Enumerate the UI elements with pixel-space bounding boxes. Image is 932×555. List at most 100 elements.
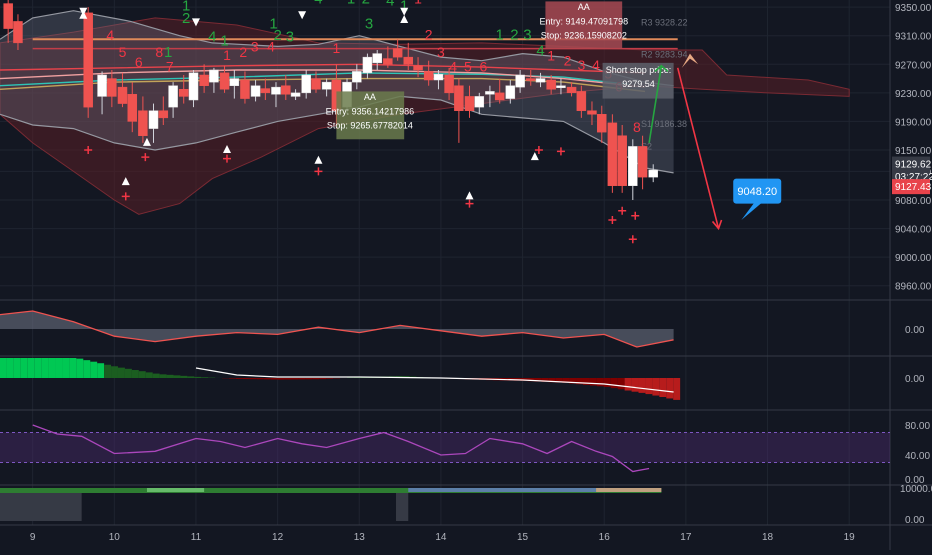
histogram-bar bbox=[69, 358, 76, 378]
rsi-axis-label: 40.00 bbox=[905, 451, 930, 462]
candle-body bbox=[628, 146, 637, 185]
td-sequential-red: 3 bbox=[577, 57, 585, 73]
histogram-bar bbox=[153, 374, 160, 378]
candle-body bbox=[383, 59, 392, 65]
candle-body bbox=[506, 86, 515, 99]
candle-body bbox=[597, 114, 606, 132]
histogram-bar bbox=[229, 378, 236, 379]
histogram-bar bbox=[312, 378, 319, 379]
td-sequential-green: 4 bbox=[314, 0, 322, 8]
volume-strip bbox=[147, 488, 204, 492]
candle-body bbox=[567, 87, 576, 93]
histogram-bar bbox=[666, 378, 673, 398]
price-axis-label: 9310.00 bbox=[895, 32, 932, 43]
td-sequential-green: 4 bbox=[536, 43, 544, 60]
candle-body bbox=[608, 123, 617, 186]
candle-body bbox=[414, 66, 423, 70]
price-axis-label: 9190.00 bbox=[895, 117, 932, 128]
histogram-bar bbox=[160, 374, 167, 378]
histogram-bar bbox=[111, 366, 118, 378]
histogram-bar bbox=[291, 378, 298, 379]
histogram-axis-label: 0.00 bbox=[905, 374, 925, 385]
histogram-bar bbox=[83, 360, 90, 378]
candle-body bbox=[149, 111, 158, 129]
histogram-bar bbox=[194, 377, 201, 378]
candle-body bbox=[169, 86, 178, 107]
candle-body bbox=[240, 80, 249, 99]
candle-body bbox=[220, 73, 229, 89]
candle-body bbox=[475, 96, 484, 107]
candle-body bbox=[189, 73, 198, 100]
histogram-bar bbox=[285, 378, 292, 380]
histogram-bar bbox=[319, 378, 326, 379]
annotation-title: AA bbox=[364, 92, 376, 102]
histogram-bar bbox=[604, 378, 611, 387]
price-callout-text: 9048.20 bbox=[737, 186, 777, 198]
histogram-bar bbox=[652, 378, 659, 396]
candle-body bbox=[311, 79, 320, 90]
price-axis-label: 9230.00 bbox=[895, 89, 932, 100]
volume-axis-label: 10000.00 bbox=[900, 484, 932, 495]
candle-body bbox=[393, 49, 402, 58]
histogram-bar bbox=[0, 358, 7, 378]
candle-body bbox=[291, 93, 300, 97]
pivot-label: R3 9328.22 bbox=[641, 18, 688, 28]
candle-body bbox=[84, 13, 93, 107]
candle-body bbox=[138, 111, 147, 136]
candle-body bbox=[424, 71, 433, 80]
td-sequential-green: 1 bbox=[347, 0, 355, 8]
td-sequential-red: 7 bbox=[166, 58, 174, 74]
candle-body bbox=[526, 79, 535, 81]
candle-body bbox=[445, 75, 454, 93]
histogram-bar bbox=[243, 378, 250, 379]
histogram-bar bbox=[278, 378, 285, 380]
candle-body bbox=[98, 75, 107, 96]
price-axis-background bbox=[890, 0, 932, 550]
volume-strip bbox=[596, 488, 661, 492]
candle-body bbox=[495, 93, 504, 100]
pivot-label: S1 9186.38 bbox=[641, 119, 687, 129]
candle-body bbox=[587, 111, 596, 115]
candle-body bbox=[352, 71, 361, 82]
pivot-label: R2 9283.94 bbox=[641, 49, 688, 59]
histogram-bar bbox=[132, 370, 139, 378]
td-sequential-red: 5 bbox=[119, 44, 127, 60]
candle-body bbox=[404, 57, 413, 64]
histogram-bar bbox=[632, 378, 639, 392]
candle-body bbox=[454, 86, 463, 111]
histogram-bar bbox=[257, 378, 264, 379]
td-sequential-green: 3 bbox=[523, 26, 531, 43]
td-sequential-red: 1 bbox=[414, 0, 422, 7]
td-sequential-green: 3 bbox=[365, 16, 373, 33]
histogram-bar bbox=[326, 378, 333, 379]
candle-body bbox=[200, 75, 209, 86]
candle-body bbox=[261, 89, 270, 93]
short-stop-value: 9279.54 bbox=[622, 79, 655, 89]
histogram-bar bbox=[298, 378, 305, 379]
candle-body bbox=[536, 79, 545, 83]
candle-body bbox=[209, 70, 218, 82]
price-tag-text: 9129.62 bbox=[895, 160, 932, 171]
histogram-bar bbox=[174, 375, 181, 378]
histogram-bar bbox=[62, 358, 69, 378]
annotation-stop: Stop: 9265.67782014 bbox=[327, 121, 413, 131]
histogram-bar bbox=[42, 358, 49, 378]
candle-body bbox=[128, 94, 137, 121]
histogram-bar bbox=[305, 378, 312, 379]
histogram-bar bbox=[97, 363, 104, 378]
histogram-bar bbox=[139, 371, 146, 378]
td-sequential-red: 1 bbox=[333, 40, 341, 56]
rsi-band bbox=[0, 433, 890, 463]
candle-body bbox=[363, 57, 372, 73]
td-sequential-green: 2 bbox=[510, 26, 518, 43]
histogram-bar bbox=[104, 365, 111, 378]
histogram-bar bbox=[90, 362, 97, 378]
candle-body bbox=[638, 146, 647, 177]
histogram-bar bbox=[271, 378, 278, 379]
candle-body bbox=[577, 91, 586, 110]
time-axis-label: 14 bbox=[435, 532, 447, 543]
candle-body bbox=[179, 89, 188, 96]
price-axis-label: 8960.00 bbox=[895, 282, 932, 293]
